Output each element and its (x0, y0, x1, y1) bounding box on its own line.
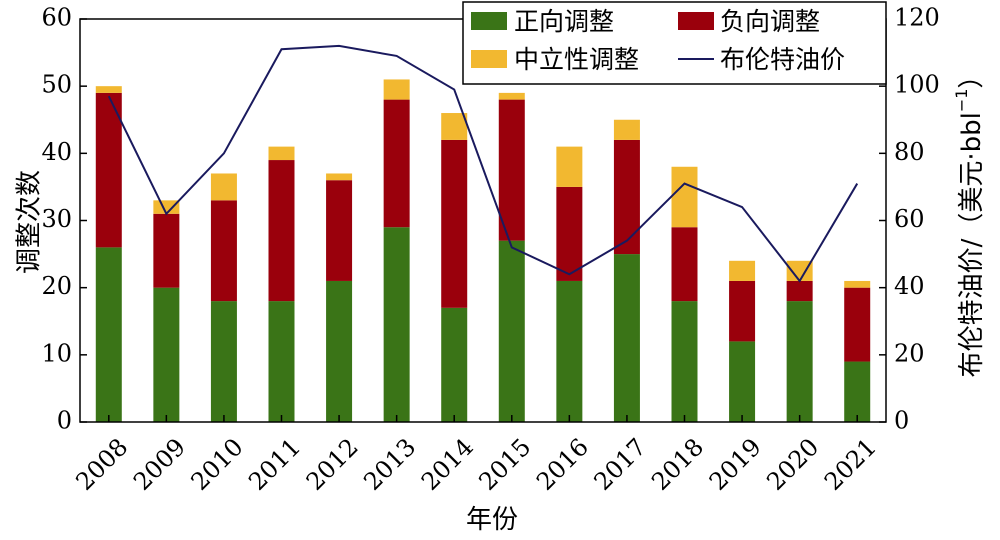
legend-label-brent: 布伦特油价 (720, 45, 845, 74)
bar-negative-2015 (498, 99, 525, 241)
legend-swatch-positive (471, 12, 507, 30)
bar-negative-2020 (786, 280, 813, 302)
bar-positive-2014 (441, 307, 468, 422)
brent-oil-price-line (107, 44, 859, 283)
bar-neutral-2017 (613, 119, 640, 140)
x-tick-label-2010: 2010 (186, 433, 249, 496)
legend-label-negative: 负向调整 (720, 7, 820, 36)
y-left-tick-label-0: 0 (57, 407, 72, 435)
y-left-tick-label-20: 20 (41, 272, 72, 300)
bar-negative-2018 (671, 227, 698, 302)
bar-positive-2008 (95, 247, 122, 422)
x-tick-label-2011: 2011 (243, 433, 306, 496)
legend-swatch-neutral (471, 50, 507, 68)
y-right-tick-label-0: 0 (894, 407, 909, 435)
x-tick-label-2017: 2017 (589, 433, 652, 496)
y-right-tick-label-60: 60 (894, 205, 925, 233)
y-axis-right-title-close: ） (957, 63, 987, 89)
bar-neutral-2009 (153, 200, 180, 214)
x-tick-label-2014: 2014 (416, 433, 479, 496)
bar-negative-2008 (95, 92, 122, 248)
y-left-tick-label-10: 10 (41, 339, 72, 367)
bar-negative-2021 (844, 287, 871, 362)
bar-neutral-2020 (786, 260, 813, 281)
bar-negative-2017 (613, 139, 640, 255)
y-axis-right-title: 布伦特油价/（美元·bbl−1） (952, 63, 987, 378)
x-tick-label-2019: 2019 (704, 433, 767, 496)
bar-positive-2021 (844, 361, 871, 422)
bar-positive-2010 (210, 301, 237, 422)
bar-negative-2019 (729, 280, 756, 342)
bar-negative-2011 (268, 160, 295, 302)
x-tick-label-2008: 2008 (70, 433, 133, 496)
legend-label-positive: 正向调整 (514, 7, 614, 36)
bar-neutral-2015 (498, 92, 525, 100)
bar-neutral-2019 (729, 260, 756, 281)
x-tick-label-2018: 2018 (646, 433, 709, 496)
legend: 正向调整 负向调整 中立性调整 布伦特油价 (462, 1, 887, 85)
bar-positive-2017 (613, 254, 640, 422)
bar-negative-2012 (326, 180, 353, 281)
y-left-tick-label-50: 50 (41, 71, 72, 99)
x-tick-label-2016: 2016 (531, 433, 594, 496)
y-left-tick-label-30: 30 (41, 205, 72, 233)
bar-neutral-2008 (95, 86, 122, 93)
bar-positive-2011 (268, 301, 295, 422)
y-axis-title: 调整次数 (15, 170, 45, 274)
x-tick-label-2013: 2013 (358, 433, 421, 496)
bar-negative-2010 (210, 200, 237, 302)
legend-swatch-negative (678, 12, 714, 30)
bar-positive-2009 (153, 287, 180, 422)
bar-neutral-2012 (326, 173, 353, 181)
bar-neutral-2013 (383, 79, 410, 100)
y-right-tick-label-20: 20 (894, 339, 925, 367)
bar-positive-2013 (383, 227, 410, 422)
bar-positive-2016 (556, 280, 583, 422)
x-tick-label-2015: 2015 (473, 433, 536, 496)
bar-neutral-2021 (844, 280, 871, 288)
y-axis-right-title-main: 布伦特油价/（美元·bbl (957, 112, 987, 377)
legend-box (462, 1, 887, 85)
x-tick-label-2012: 2012 (301, 433, 364, 496)
x-axis-title: 年份 (466, 505, 518, 535)
bar-neutral-2011 (268, 146, 295, 161)
x-tick-label-2021: 2021 (819, 433, 882, 496)
x-tick-label-2020: 2020 (761, 433, 824, 496)
bar-negative-2009 (153, 213, 180, 288)
bar-negative-2014 (441, 139, 468, 308)
bar-neutral-2010 (210, 173, 237, 201)
y-axis-right-title-sup: −1 (952, 89, 971, 113)
bar-neutral-2014 (441, 113, 468, 140)
y-right-tick-label-120: 120 (894, 4, 940, 32)
bar-positive-2015 (498, 240, 525, 422)
y-left-tick-label-60: 60 (41, 4, 72, 32)
bar-neutral-2018 (671, 166, 698, 228)
line-layer (107, 44, 859, 283)
bar-positive-2018 (671, 301, 698, 422)
y-right-tick-label-40: 40 (894, 272, 925, 300)
bar-positive-2012 (326, 280, 353, 422)
y-left-tick-label-40: 40 (41, 138, 72, 166)
bars-layer (95, 79, 871, 422)
x-tick-label-2009: 2009 (128, 433, 191, 496)
y-right-tick-label-100: 100 (894, 71, 940, 99)
bar-negative-2013 (383, 99, 410, 228)
y-right-tick-label-80: 80 (894, 138, 925, 166)
bar-neutral-2016 (556, 146, 583, 187)
bar-positive-2019 (729, 341, 756, 422)
bar-negative-2016 (556, 186, 583, 281)
legend-label-neutral: 中立性调整 (514, 45, 639, 74)
bar-positive-2020 (786, 301, 813, 422)
